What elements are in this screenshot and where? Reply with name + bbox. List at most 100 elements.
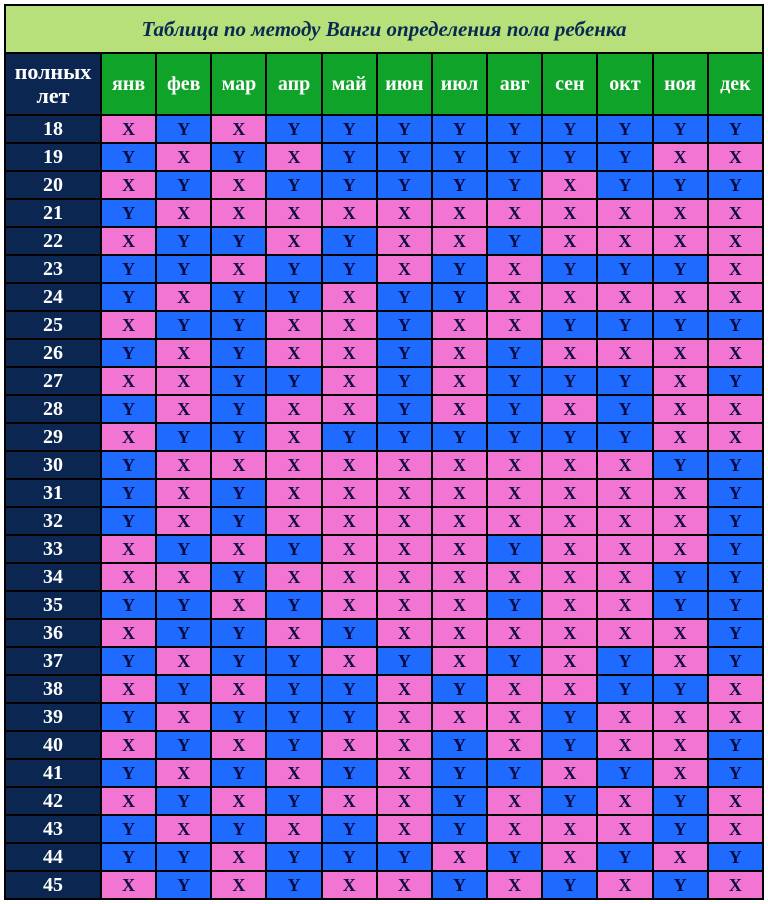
value-cell: Y — [432, 143, 487, 171]
age-cell: 42 — [5, 787, 101, 815]
value-cell: Y — [708, 647, 763, 675]
value-cell: X — [156, 367, 211, 395]
value-cell: X — [156, 563, 211, 591]
value-cell: X — [432, 591, 487, 619]
value-cell: X — [432, 563, 487, 591]
value-cell: Y — [542, 423, 597, 451]
table-row: 24YXYYXYYXXXXX — [5, 283, 763, 311]
value-cell: Y — [322, 815, 377, 843]
value-cell: X — [377, 703, 432, 731]
table-row: 39YXYYYXXXYXXX — [5, 703, 763, 731]
value-cell: Y — [156, 843, 211, 871]
table-row: 37YXYYXYXYXYXY — [5, 647, 763, 675]
month-header: авг — [487, 53, 542, 115]
table-row: 43YXYXYXYXXXYX — [5, 815, 763, 843]
value-cell: X — [708, 787, 763, 815]
value-cell: X — [211, 787, 266, 815]
value-cell: X — [653, 843, 708, 871]
value-cell: X — [322, 535, 377, 563]
value-cell: X — [432, 647, 487, 675]
value-cell: Y — [377, 339, 432, 367]
value-cell: X — [542, 283, 597, 311]
value-cell: X — [487, 479, 542, 507]
value-cell: Y — [653, 115, 708, 143]
value-cell: Y — [597, 171, 652, 199]
month-header: ноя — [653, 53, 708, 115]
value-cell: Y — [542, 787, 597, 815]
value-cell: X — [653, 619, 708, 647]
value-cell: Y — [101, 815, 156, 843]
value-cell: Y — [101, 199, 156, 227]
value-cell: X — [101, 787, 156, 815]
value-cell: Y — [708, 367, 763, 395]
value-cell: X — [322, 311, 377, 339]
value-cell: Y — [211, 563, 266, 591]
value-cell: Y — [266, 591, 321, 619]
value-cell: X — [101, 311, 156, 339]
value-cell: X — [653, 647, 708, 675]
value-cell: X — [597, 199, 652, 227]
age-cell: 22 — [5, 227, 101, 255]
value-cell: X — [487, 619, 542, 647]
table-row: 44YYXYYYXYXYXY — [5, 843, 763, 871]
value-cell: Y — [156, 227, 211, 255]
value-cell: X — [266, 759, 321, 787]
value-cell: Y — [487, 143, 542, 171]
value-cell: Y — [653, 591, 708, 619]
gender-table: Таблица по методу Ванги определения пола… — [4, 4, 764, 900]
value-cell: Y — [211, 367, 266, 395]
month-header: апр — [266, 53, 321, 115]
corner-line2: лет — [37, 83, 70, 108]
value-cell: X — [432, 227, 487, 255]
age-cell: 33 — [5, 535, 101, 563]
value-cell: Y — [266, 647, 321, 675]
value-cell: X — [487, 675, 542, 703]
value-cell: X — [377, 619, 432, 647]
value-cell: Y — [708, 479, 763, 507]
value-cell: X — [487, 871, 542, 899]
value-cell: X — [377, 787, 432, 815]
value-cell: X — [542, 591, 597, 619]
value-cell: Y — [377, 843, 432, 871]
value-cell: X — [101, 227, 156, 255]
value-cell: X — [542, 843, 597, 871]
age-cell: 26 — [5, 339, 101, 367]
value-cell: X — [266, 423, 321, 451]
table-row: 38XYXYYXYXXYYX — [5, 675, 763, 703]
value-cell: Y — [542, 367, 597, 395]
value-cell: X — [322, 479, 377, 507]
value-cell: X — [432, 843, 487, 871]
value-cell: X — [487, 787, 542, 815]
value-cell: Y — [653, 171, 708, 199]
value-cell: X — [211, 675, 266, 703]
value-cell: X — [101, 731, 156, 759]
age-cell: 31 — [5, 479, 101, 507]
value-cell: X — [101, 563, 156, 591]
age-cell: 29 — [5, 423, 101, 451]
value-cell: Y — [432, 171, 487, 199]
value-cell: Y — [708, 619, 763, 647]
value-cell: X — [708, 255, 763, 283]
value-cell: X — [432, 451, 487, 479]
value-cell: Y — [101, 451, 156, 479]
value-cell: X — [322, 563, 377, 591]
value-cell: Y — [432, 815, 487, 843]
value-cell: X — [597, 787, 652, 815]
value-cell: X — [377, 871, 432, 899]
value-cell: X — [377, 227, 432, 255]
table-row: 27XXYYXYXYYYXY — [5, 367, 763, 395]
value-cell: X — [708, 143, 763, 171]
value-cell: X — [322, 507, 377, 535]
value-cell: X — [156, 507, 211, 535]
table-row: 35YYXYXXXYXXYY — [5, 591, 763, 619]
value-cell: Y — [211, 283, 266, 311]
value-cell: Y — [101, 843, 156, 871]
value-cell: X — [708, 395, 763, 423]
value-cell: Y — [101, 395, 156, 423]
value-cell: Y — [377, 647, 432, 675]
value-cell: Y — [322, 115, 377, 143]
value-cell: X — [432, 395, 487, 423]
value-cell: Y — [156, 255, 211, 283]
value-cell: Y — [542, 115, 597, 143]
value-cell: X — [487, 815, 542, 843]
